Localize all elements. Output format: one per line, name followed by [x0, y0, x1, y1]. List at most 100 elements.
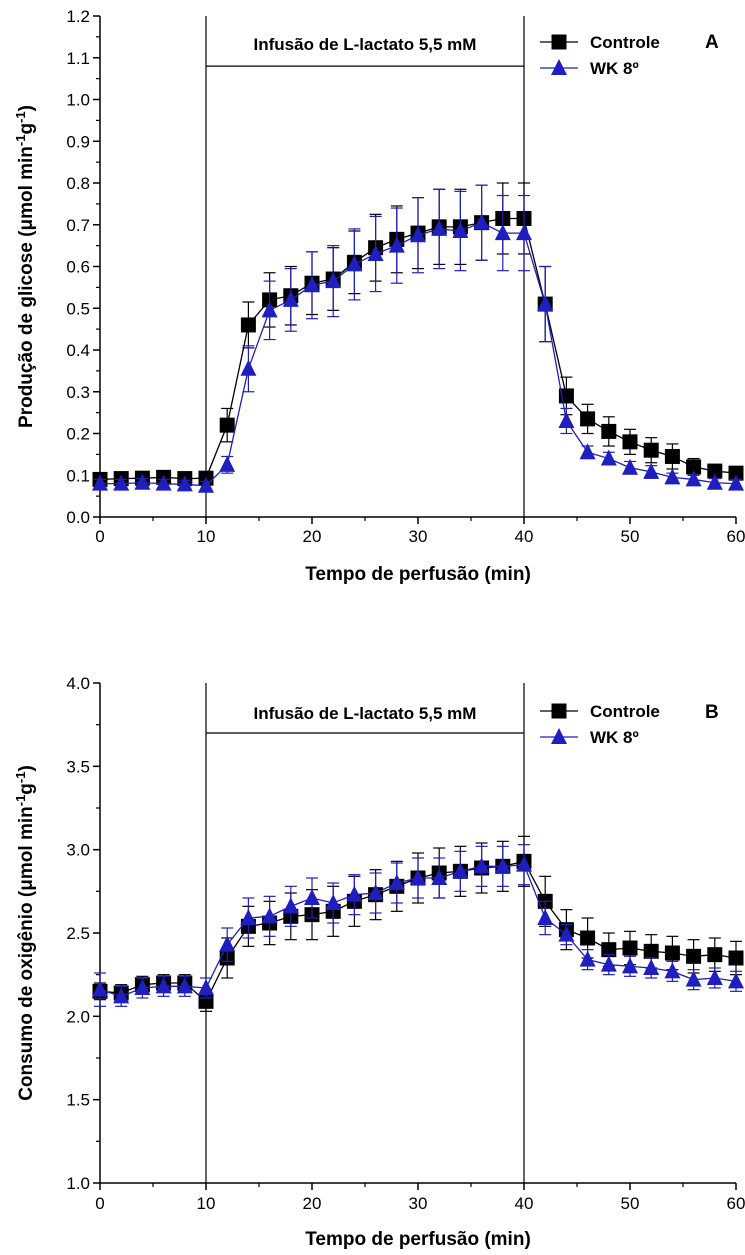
- data-point: [452, 862, 469, 879]
- legend-marker: [551, 703, 567, 719]
- x-tick-label: 0: [95, 527, 104, 546]
- data-point: [113, 474, 130, 491]
- y-axis-title: Produção de glicose (μmol min-1g-1): [13, 105, 37, 428]
- data-point: [176, 977, 193, 994]
- data-point: [664, 448, 680, 464]
- legend-marker: [551, 59, 567, 75]
- x-tick-label: 30: [409, 527, 428, 546]
- legend-label: Controle: [590, 702, 660, 721]
- data-point: [622, 434, 638, 450]
- data-point: [198, 476, 214, 493]
- data-point: [643, 943, 659, 959]
- legend-label: WK 8º: [590, 59, 639, 78]
- y-tick-label: 1.2: [66, 7, 90, 26]
- x-axis-title: Tempo de perfusão (min): [305, 564, 531, 585]
- data-point: [664, 945, 680, 961]
- data-point: [282, 897, 299, 914]
- y-tick-label: 0.7: [66, 216, 90, 235]
- infusion-annotation: Infusão de L-lactato 5,5 mM: [254, 35, 477, 54]
- data-point: [261, 907, 278, 924]
- x-tick-label: 20: [303, 1194, 322, 1213]
- data-point: [155, 977, 172, 994]
- y-axis-title: Consumo de oxigênio (μmol min-1g-1): [13, 765, 37, 1101]
- x-tick-label: 10: [197, 1194, 216, 1213]
- data-point: [664, 962, 681, 979]
- data-point: [707, 947, 723, 963]
- data-point: [516, 224, 532, 241]
- legend: Controle WK 8º: [540, 702, 660, 747]
- data-point: [346, 255, 363, 272]
- y-tick-label: 0.1: [66, 466, 90, 485]
- y-tick-label: 2.5: [66, 924, 90, 943]
- legend: Controle WK 8º: [540, 33, 660, 78]
- data-point: [219, 417, 235, 433]
- x-tick-label: 60: [727, 527, 745, 546]
- y-tick-label: 0.2: [66, 425, 90, 444]
- data-point: [367, 244, 384, 261]
- data-point: [261, 301, 278, 318]
- data-point: [580, 411, 596, 427]
- y-tick-label: 0.0: [66, 508, 90, 527]
- data-point: [219, 935, 236, 952]
- y-tick-label: 0.8: [66, 174, 90, 193]
- series-wk8: [92, 844, 744, 1007]
- chart-panel-b: 1.0 1.5 2.0 2.5 3.0 3.5 4.0 0 10 20 30 40 50 60 Infusã…: [13, 674, 745, 1250]
- data-point: [516, 855, 532, 872]
- y-tick-label: 0.4: [66, 341, 90, 360]
- y-tick-label: 2.0: [66, 1007, 90, 1026]
- y-tick-label: 4.0: [66, 674, 90, 693]
- legend-marker: [551, 728, 567, 744]
- data-point: [558, 925, 575, 942]
- data-point: [473, 213, 490, 230]
- data-point: [240, 909, 257, 925]
- data-point: [494, 224, 511, 241]
- data-point: [601, 423, 617, 439]
- data-point: [601, 942, 617, 958]
- data-point: [707, 463, 723, 479]
- data-point: [706, 473, 723, 490]
- y-tick-label: 0.5: [66, 299, 90, 318]
- y-tick-label: 1.1: [66, 49, 90, 68]
- x-tick-label: 30: [409, 1194, 428, 1213]
- data-point: [728, 474, 744, 491]
- x-axis-title: Tempo de perfusão (min): [305, 1229, 531, 1250]
- infusion-annotation: Infusão de L-lactato 5,5 mM: [254, 704, 477, 723]
- data-point: [706, 969, 723, 985]
- data-point: [198, 979, 214, 995]
- panel-letter: A: [705, 32, 719, 53]
- legend-label: WK 8º: [590, 728, 639, 747]
- y-tick-label: 1.0: [66, 1174, 90, 1193]
- data-point: [304, 276, 320, 293]
- data-point: [452, 222, 469, 239]
- data-point: [664, 468, 681, 485]
- data-point: [537, 295, 554, 312]
- data-point: [155, 474, 172, 491]
- data-point: [494, 857, 511, 874]
- y-tick-label: 1.5: [66, 1091, 90, 1110]
- data-point: [431, 869, 448, 885]
- data-point: [240, 359, 257, 376]
- y-tick-label: 3.5: [66, 757, 90, 776]
- data-point: [92, 474, 108, 491]
- data-point: [388, 874, 405, 890]
- data-point: [431, 219, 448, 236]
- data-point: [367, 884, 384, 900]
- data-point: [686, 948, 702, 964]
- data-point: [240, 317, 256, 333]
- data-point: [92, 980, 108, 997]
- legend-marker: [551, 34, 567, 50]
- data-point: [219, 455, 236, 472]
- data-point: [473, 857, 490, 874]
- data-point: [580, 930, 596, 946]
- y-tick-label: 0.6: [66, 258, 90, 277]
- y-tick-label: 0.3: [66, 383, 90, 402]
- series-wk8: [92, 184, 744, 493]
- panel-letter: B: [705, 702, 719, 723]
- data-point: [134, 979, 151, 995]
- data-point: [325, 894, 342, 910]
- data-point: [282, 290, 299, 307]
- data-point: [622, 957, 638, 974]
- data-point: [622, 940, 638, 956]
- data-point: [410, 869, 426, 885]
